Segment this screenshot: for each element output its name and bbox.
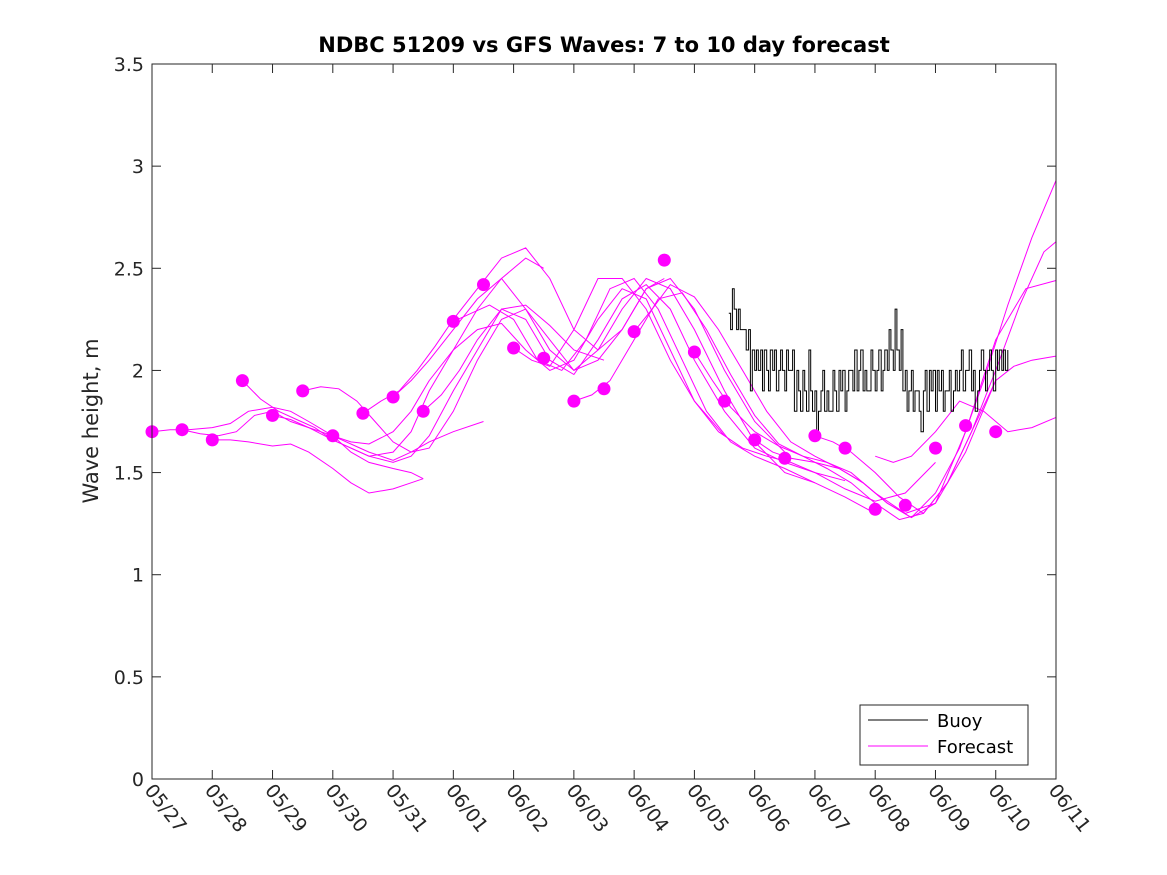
legend-box <box>859 704 1029 766</box>
forecast-marker <box>898 498 912 512</box>
buoy-line <box>728 288 1009 433</box>
forecast-marker <box>959 419 973 433</box>
forecast-marker <box>808 429 822 443</box>
forecast-marker <box>838 441 852 455</box>
forecast-marker <box>627 325 641 339</box>
forecast-marker <box>326 429 340 443</box>
forecast-line-1 <box>151 406 424 480</box>
forecast-line-10 <box>422 283 846 482</box>
forecast-line-13 <box>573 292 997 514</box>
forecast-marker <box>537 351 551 365</box>
forecast-marker <box>929 441 942 455</box>
forecast-marker <box>778 451 792 465</box>
y-tick-label: 2 <box>132 360 144 382</box>
chart-title: NDBC 51209 vs GFS Waves: 7 to 10 day for… <box>318 33 889 57</box>
forecast-marker <box>687 345 701 359</box>
forecast-markers <box>145 253 1003 516</box>
forecast-line-8 <box>362 247 786 453</box>
forecast-marker <box>175 423 189 437</box>
y-tick-label: 1.5 <box>114 463 144 485</box>
y-tick-label: 1 <box>132 565 144 587</box>
forecast-marker <box>718 394 731 408</box>
forecast-marker <box>657 253 671 267</box>
forecast-marker <box>235 374 249 388</box>
forecast-marker <box>597 382 611 396</box>
forecast-marker <box>416 404 430 418</box>
forecast-line-16 <box>754 180 1057 519</box>
forecast-marker <box>567 394 581 408</box>
forecast-line-12 <box>513 278 936 502</box>
forecast-marker <box>989 425 1003 439</box>
legend: Buoy Forecast <box>859 704 1029 766</box>
y-axis-label: Wave height, m <box>79 338 103 503</box>
forecast-marker <box>507 341 521 355</box>
forecast-marker <box>748 433 762 447</box>
y-tick-label: 3 <box>132 156 144 178</box>
forecast-marker <box>356 406 370 420</box>
plot-frame <box>151 63 1057 780</box>
y-tick-label: 0 <box>132 769 144 791</box>
forecast-line-11 <box>453 277 876 514</box>
forecast-line-7 <box>332 288 725 445</box>
forecast-marker <box>477 278 490 292</box>
forecast-marker <box>446 314 460 328</box>
forecast-marker <box>868 502 882 516</box>
forecast-line-5 <box>272 304 605 463</box>
forecast-line-4 <box>242 257 544 457</box>
forecast-line-6 <box>302 278 665 453</box>
forecast-line-18 <box>875 400 1057 463</box>
forecast-line-3 <box>212 439 424 494</box>
legend-buoy-label: Buoy <box>937 711 983 732</box>
forecast-marker <box>266 408 279 422</box>
y-tick-label: 3.5 <box>114 54 144 76</box>
buoy-series <box>728 288 1009 433</box>
legend-forecast-label: Forecast <box>937 737 1013 758</box>
forecast-marker <box>296 384 310 398</box>
forecast-marker <box>205 433 219 447</box>
y-tick-label: 0.5 <box>114 667 144 689</box>
y-tick-label: 2.5 <box>114 258 144 280</box>
forecast-marker <box>386 390 400 404</box>
plot-background <box>152 64 1056 779</box>
